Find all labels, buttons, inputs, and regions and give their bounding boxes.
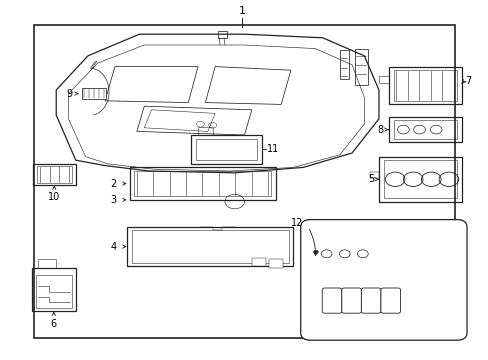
Text: 5: 5	[367, 174, 373, 184]
Text: 7: 7	[465, 76, 471, 86]
Text: 12: 12	[290, 218, 303, 228]
Text: 9: 9	[66, 89, 72, 99]
Text: 1: 1	[238, 6, 245, 16]
Text: 8: 8	[377, 125, 383, 135]
Text: 6: 6	[51, 319, 57, 329]
Circle shape	[313, 250, 318, 254]
FancyBboxPatch shape	[361, 288, 380, 313]
Text: 2: 2	[110, 179, 116, 189]
FancyBboxPatch shape	[369, 172, 378, 178]
FancyBboxPatch shape	[268, 259, 282, 268]
FancyBboxPatch shape	[34, 25, 454, 338]
Text: 3: 3	[110, 195, 116, 205]
FancyBboxPatch shape	[341, 288, 361, 313]
FancyBboxPatch shape	[322, 288, 341, 313]
FancyBboxPatch shape	[81, 88, 106, 99]
FancyBboxPatch shape	[300, 220, 466, 340]
FancyBboxPatch shape	[380, 288, 400, 313]
FancyBboxPatch shape	[251, 258, 265, 266]
Text: 4: 4	[110, 242, 116, 252]
Text: 10: 10	[48, 192, 61, 202]
Text: 11: 11	[266, 144, 278, 154]
